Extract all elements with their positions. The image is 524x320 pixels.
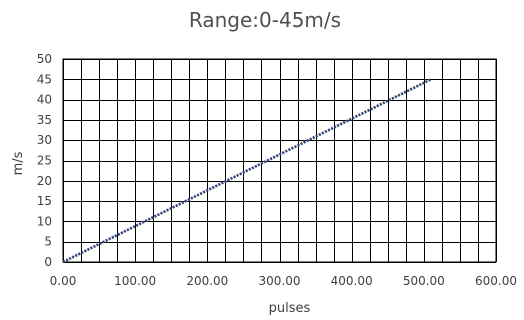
series-line-1 [62, 78, 432, 264]
y-tick-label: 40 [37, 93, 52, 107]
x-tick-label: 200.00 [186, 274, 228, 288]
y-tick-label: 0 [44, 255, 52, 269]
plot-area-frame [62, 58, 497, 263]
y-tick-label: 20 [37, 174, 52, 188]
y-axis-ticks: 0 5 10 15 20 25 30 35 40 45 50 [37, 52, 52, 269]
x-tick-label: 500.00 [403, 274, 445, 288]
chart-title: Range:0-45m/s [189, 8, 341, 32]
y-tick-label: 30 [37, 133, 52, 147]
y-tick-label: 5 [44, 235, 52, 249]
y-tick-label: 35 [37, 113, 52, 127]
y-tick-label: 45 [37, 72, 52, 86]
x-tick-label: 100.00 [114, 274, 156, 288]
y-tick-label: 25 [37, 154, 52, 168]
y-tick-label: 15 [37, 194, 52, 208]
x-tick-label: 400.00 [331, 274, 373, 288]
x-tick-label: 0.00 [50, 274, 77, 288]
x-tick-label: 300.00 [259, 274, 301, 288]
x-axis-ticks: 0.00 100.00 200.00 300.00 400.00 500.00 600.00 [50, 274, 517, 288]
y-tick-label: 50 [37, 52, 52, 66]
grid [63, 59, 497, 263]
y-tick-label: 10 [37, 214, 52, 228]
x-tick-label: 600.00 [475, 274, 517, 288]
y-axis-label: m/s [11, 151, 26, 175]
series-group [62, 78, 432, 264]
x-axis-label: pulses [269, 301, 311, 316]
